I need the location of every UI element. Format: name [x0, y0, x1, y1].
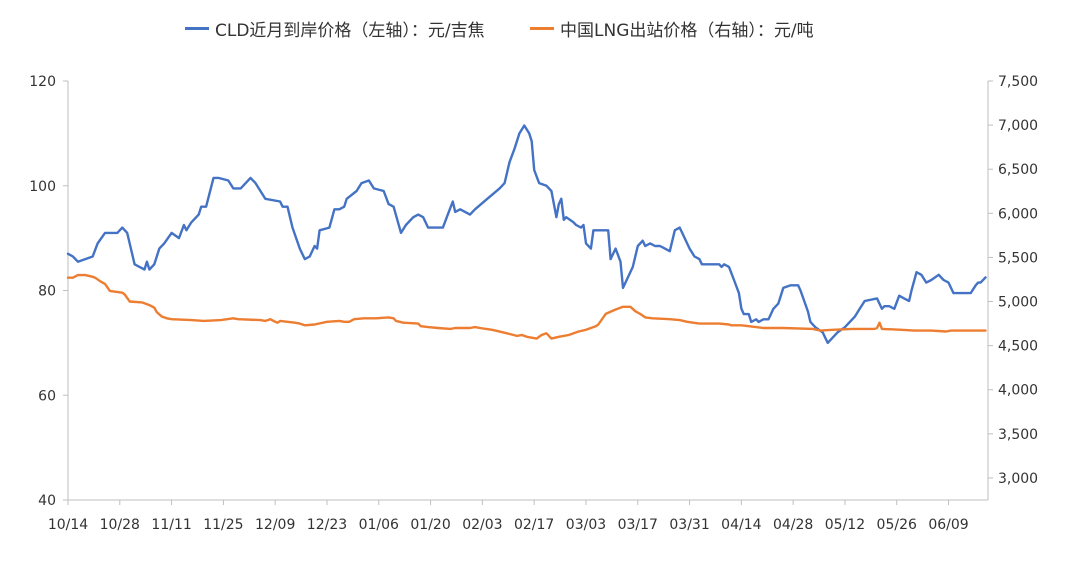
- right-y-tick-label: 6,500: [998, 162, 1038, 178]
- x-tick-label: 01/06: [359, 517, 399, 533]
- right-y-tick-label: 4,000: [998, 383, 1038, 399]
- legend-item-cld: CLD近月到岸价格（左轴）：元/吉焦: [185, 16, 485, 41]
- right-y-tick-label: 6,000: [998, 206, 1038, 222]
- x-tick-label: 06/09: [928, 517, 968, 533]
- legend-swatch-cld: [185, 27, 209, 30]
- legend-label-cld: CLD近月到岸价格（左轴）：元/吉焦: [215, 21, 485, 41]
- x-tick-label: 12/09: [255, 517, 295, 533]
- x-tick-label: 03/17: [618, 517, 658, 533]
- x-tick-label: 12/23: [307, 517, 347, 533]
- right-y-tick-label: 7,500: [998, 74, 1038, 90]
- left-y-tick-label: 40: [38, 493, 56, 509]
- left-y-tick-label: 100: [29, 179, 56, 195]
- right-y-tick-label: 3,500: [998, 427, 1038, 443]
- left-y-tick-label: 120: [29, 74, 56, 90]
- x-tick-label: 04/28: [773, 517, 813, 533]
- x-tick-label: 11/25: [203, 517, 243, 533]
- x-tick-label: 05/12: [825, 517, 865, 533]
- right-y-tick-label: 7,000: [998, 118, 1038, 134]
- x-tick-label: 05/26: [877, 517, 917, 533]
- x-tick-label: 02/17: [514, 517, 554, 533]
- x-tick-label: 01/20: [410, 517, 450, 533]
- x-tick-label: 10/14: [48, 517, 88, 533]
- right-y-tick-label: 5,500: [998, 250, 1038, 266]
- left-y-tick-label: 80: [38, 284, 56, 300]
- series-line-cld: [66, 124, 987, 345]
- x-tick-label: 04/14: [721, 517, 761, 533]
- right-y-tick-label: 5,000: [998, 295, 1038, 311]
- x-tick-label: 03/03: [566, 517, 606, 533]
- x-tick-label: 02/03: [462, 517, 502, 533]
- legend: CLD近月到岸价格（左轴）：元/吉焦 中国LNG出站价格（右轴）：元/吨: [0, 16, 1080, 42]
- right-y-tick-label: 4,500: [998, 339, 1038, 355]
- x-tick-label: 11/11: [151, 517, 191, 533]
- legend-item-lng: 中国LNG出站价格（右轴）：元/吨: [530, 16, 814, 41]
- legend-swatch-lng: [530, 27, 554, 30]
- x-tick-label: 10/28: [100, 517, 140, 533]
- x-tick-label: 03/31: [669, 517, 709, 533]
- left-y-tick-label: 60: [38, 388, 56, 404]
- series-line-lng: [66, 273, 987, 340]
- right-y-tick-label: 3,000: [998, 471, 1038, 487]
- legend-label-lng: 中国LNG出站价格（右轴）：元/吨: [560, 21, 814, 41]
